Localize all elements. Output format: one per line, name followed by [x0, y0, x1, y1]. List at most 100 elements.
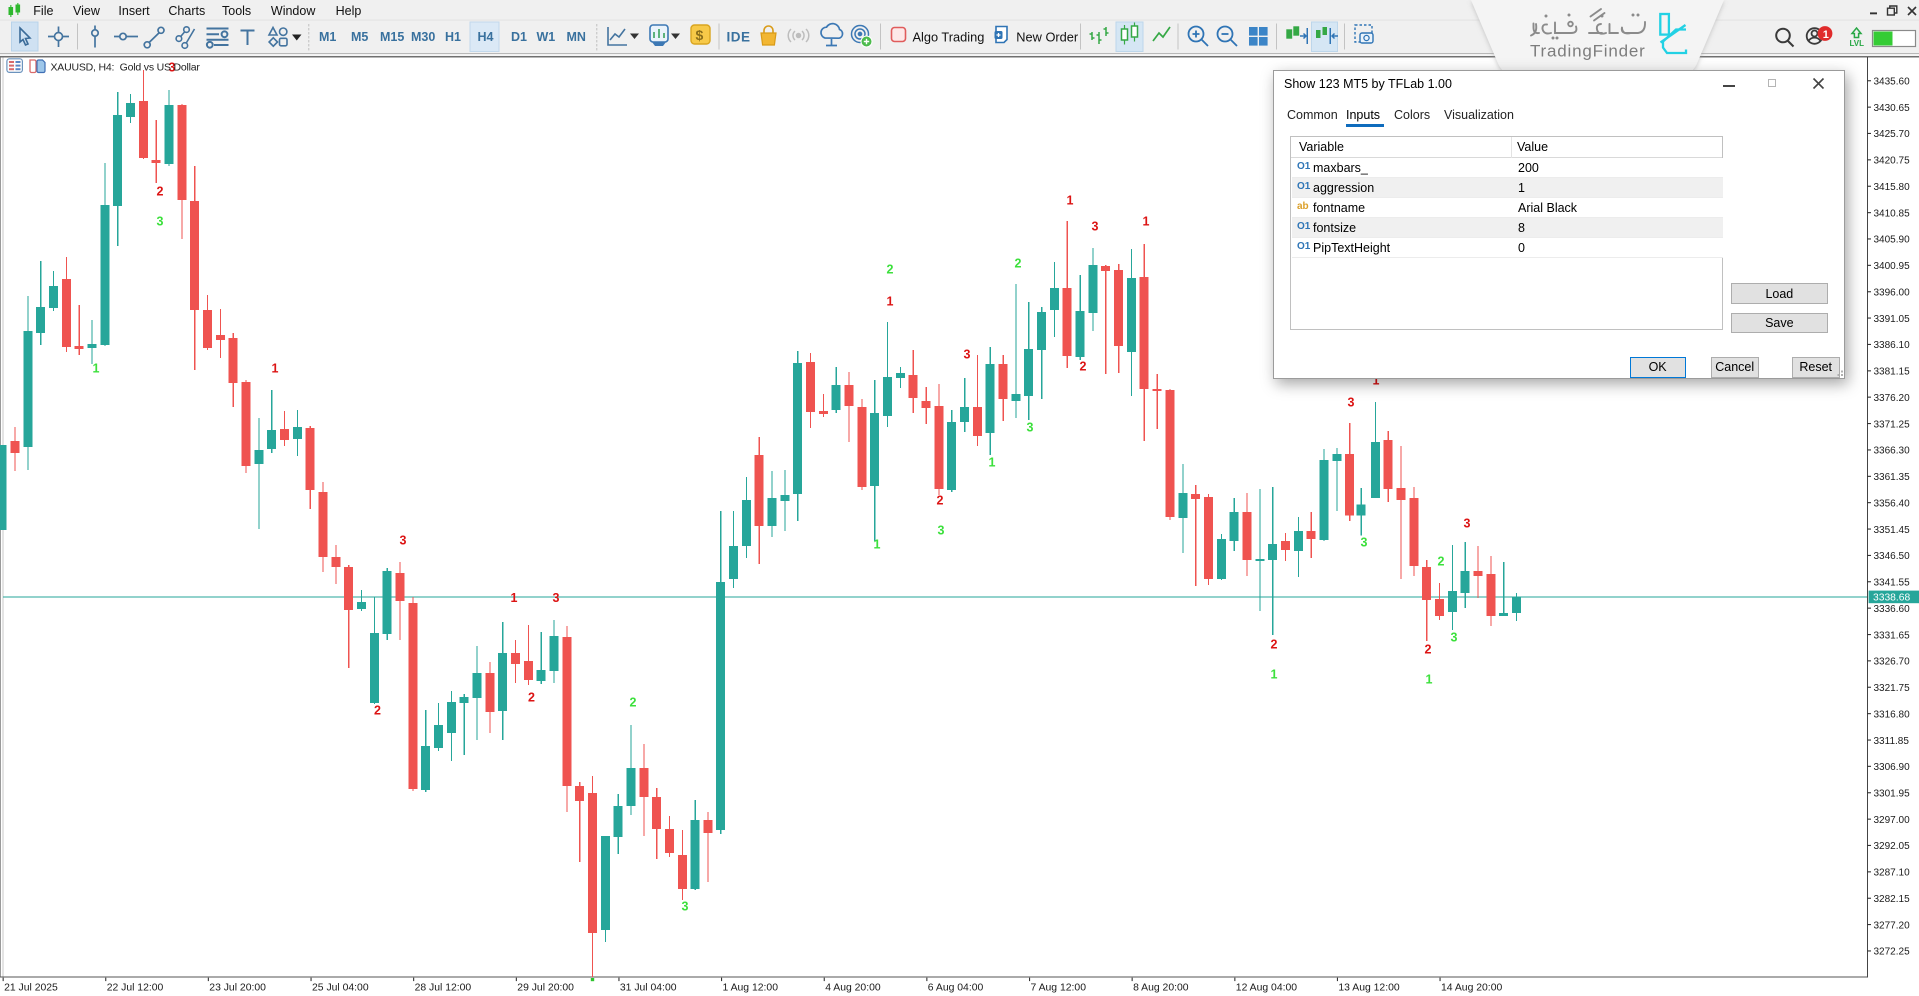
svg-text:31 Jul 04:00: 31 Jul 04:00 — [620, 983, 677, 994]
svg-text:TradingFinder: TradingFinder — [1530, 42, 1646, 61]
svg-text:3: 3 — [169, 61, 176, 75]
svg-text:2: 2 — [1438, 555, 1445, 569]
svg-text:3410.85: 3410.85 — [1874, 208, 1911, 219]
svg-text:3297.00: 3297.00 — [1874, 815, 1911, 826]
svg-text:3282.15: 3282.15 — [1874, 894, 1911, 905]
svg-text:1: 1 — [272, 362, 279, 376]
svg-text:3341.55: 3341.55 — [1874, 578, 1911, 589]
svg-text:3420.75: 3420.75 — [1874, 156, 1911, 167]
svg-text:File: File — [33, 4, 53, 18]
svg-text:3366.30: 3366.30 — [1874, 446, 1911, 457]
svg-text:1: 1 — [887, 295, 894, 309]
svg-text:3400.95: 3400.95 — [1874, 261, 1911, 272]
svg-text:3351.45: 3351.45 — [1874, 525, 1911, 536]
svg-text:3301.95: 3301.95 — [1874, 789, 1911, 800]
svg-text:1: 1 — [511, 591, 518, 605]
svg-text:3356.40: 3356.40 — [1874, 498, 1911, 509]
svg-text:H1: H1 — [445, 30, 461, 44]
svg-text:3336.60: 3336.60 — [1874, 604, 1911, 615]
svg-text:3326.70: 3326.70 — [1874, 657, 1911, 668]
svg-text:3346.50: 3346.50 — [1874, 551, 1911, 562]
svg-text:3: 3 — [1092, 220, 1099, 234]
svg-text:3316.80: 3316.80 — [1874, 709, 1911, 720]
svg-text:13 Aug 12:00: 13 Aug 12:00 — [1338, 983, 1399, 994]
svg-text:Window: Window — [271, 4, 316, 18]
svg-text:28 Jul 12:00: 28 Jul 12:00 — [415, 983, 472, 994]
svg-text:3287.10: 3287.10 — [1874, 868, 1911, 879]
svg-text:MN: MN — [567, 30, 586, 44]
svg-text:Algo Trading: Algo Trading — [913, 29, 985, 44]
svg-text:3338.68: 3338.68 — [1873, 593, 1910, 604]
svg-text:2: 2 — [1080, 360, 1087, 374]
svg-text:3371.25: 3371.25 — [1874, 419, 1911, 430]
svg-text:1: 1 — [1271, 668, 1278, 682]
svg-text:2: 2 — [1271, 638, 1278, 652]
svg-text:14 Aug 20:00: 14 Aug 20:00 — [1441, 983, 1502, 994]
svg-text:1: 1 — [1426, 673, 1433, 687]
svg-text:3: 3 — [1451, 631, 1458, 645]
svg-text:22 Jul 12:00: 22 Jul 12:00 — [107, 983, 164, 994]
svg-text:LVL: LVL — [1850, 39, 1865, 48]
svg-text:M30: M30 — [411, 30, 435, 44]
svg-text:Charts: Charts — [168, 4, 205, 18]
svg-text:2: 2 — [528, 691, 535, 705]
svg-text:Tools: Tools — [222, 4, 251, 18]
svg-text:1: 1 — [93, 362, 100, 376]
svg-text:3: 3 — [553, 591, 560, 605]
svg-text:1 Aug 12:00: 1 Aug 12:00 — [723, 983, 779, 994]
svg-text:New Order: New Order — [1016, 29, 1079, 44]
svg-text:6 Aug 04:00: 6 Aug 04:00 — [928, 983, 984, 994]
svg-text:2: 2 — [374, 704, 381, 718]
svg-text:29 Jul 20:00: 29 Jul 20:00 — [517, 983, 574, 994]
svg-text:M1: M1 — [319, 30, 336, 44]
svg-text:D1: D1 — [511, 30, 527, 44]
svg-text:3: 3 — [400, 534, 407, 548]
svg-text:2: 2 — [887, 263, 894, 277]
svg-text:3425.70: 3425.70 — [1874, 129, 1911, 140]
svg-text:3: 3 — [157, 215, 164, 229]
svg-text:3: 3 — [964, 348, 971, 362]
svg-text:1: 1 — [874, 538, 881, 552]
svg-text:3381.15: 3381.15 — [1874, 367, 1911, 378]
svg-text:Insert: Insert — [118, 4, 150, 18]
svg-text:3306.90: 3306.90 — [1874, 762, 1911, 773]
svg-text:IDE: IDE — [727, 30, 751, 45]
svg-text:View: View — [73, 4, 101, 18]
svg-text:W1: W1 — [537, 30, 556, 44]
svg-text:3415.80: 3415.80 — [1874, 182, 1911, 193]
svg-text:H4: H4 — [478, 30, 494, 44]
svg-text:3430.65: 3430.65 — [1874, 103, 1911, 114]
svg-text:3405.90: 3405.90 — [1874, 235, 1911, 246]
svg-text:4 Aug 20:00: 4 Aug 20:00 — [825, 983, 881, 994]
svg-text:12 Aug 04:00: 12 Aug 04:00 — [1236, 983, 1297, 994]
svg-text:1: 1 — [1373, 374, 1380, 388]
svg-text:3: 3 — [938, 524, 945, 538]
svg-text:3435.60: 3435.60 — [1874, 77, 1911, 88]
svg-text:1: 1 — [1143, 215, 1150, 229]
svg-text:3391.05: 3391.05 — [1874, 314, 1911, 325]
svg-text:2: 2 — [630, 696, 637, 710]
svg-text:Help: Help — [336, 4, 362, 18]
svg-text:3361.35: 3361.35 — [1874, 472, 1911, 483]
svg-text:21 Jul 2025: 21 Jul 2025 — [4, 983, 58, 994]
svg-text:2: 2 — [937, 494, 944, 508]
svg-text:1: 1 — [1823, 29, 1829, 41]
svg-text:M5: M5 — [351, 30, 368, 44]
svg-text:3311.85: 3311.85 — [1874, 736, 1910, 747]
svg-text:3: 3 — [1027, 421, 1034, 435]
svg-text:3396.00: 3396.00 — [1874, 288, 1911, 299]
svg-text:1: 1 — [989, 456, 996, 470]
svg-text:25 Jul 04:00: 25 Jul 04:00 — [312, 983, 369, 994]
svg-text:3321.75: 3321.75 — [1874, 683, 1911, 694]
svg-text:3: 3 — [1361, 536, 1368, 550]
svg-text:3: 3 — [1464, 517, 1471, 531]
svg-text:7 Aug 12:00: 7 Aug 12:00 — [1031, 983, 1087, 994]
svg-text:3: 3 — [682, 900, 689, 914]
svg-text:1: 1 — [1067, 194, 1074, 208]
svg-text:XAUUSD, H4: Gold vs US Dollar: XAUUSD, H4: Gold vs US Dollar — [51, 61, 201, 73]
svg-text:3331.65: 3331.65 — [1874, 630, 1911, 641]
svg-text:3292.05: 3292.05 — [1874, 841, 1911, 852]
svg-text:M15: M15 — [380, 30, 404, 44]
svg-text:3376.20: 3376.20 — [1874, 393, 1911, 404]
svg-text:2: 2 — [157, 185, 164, 199]
